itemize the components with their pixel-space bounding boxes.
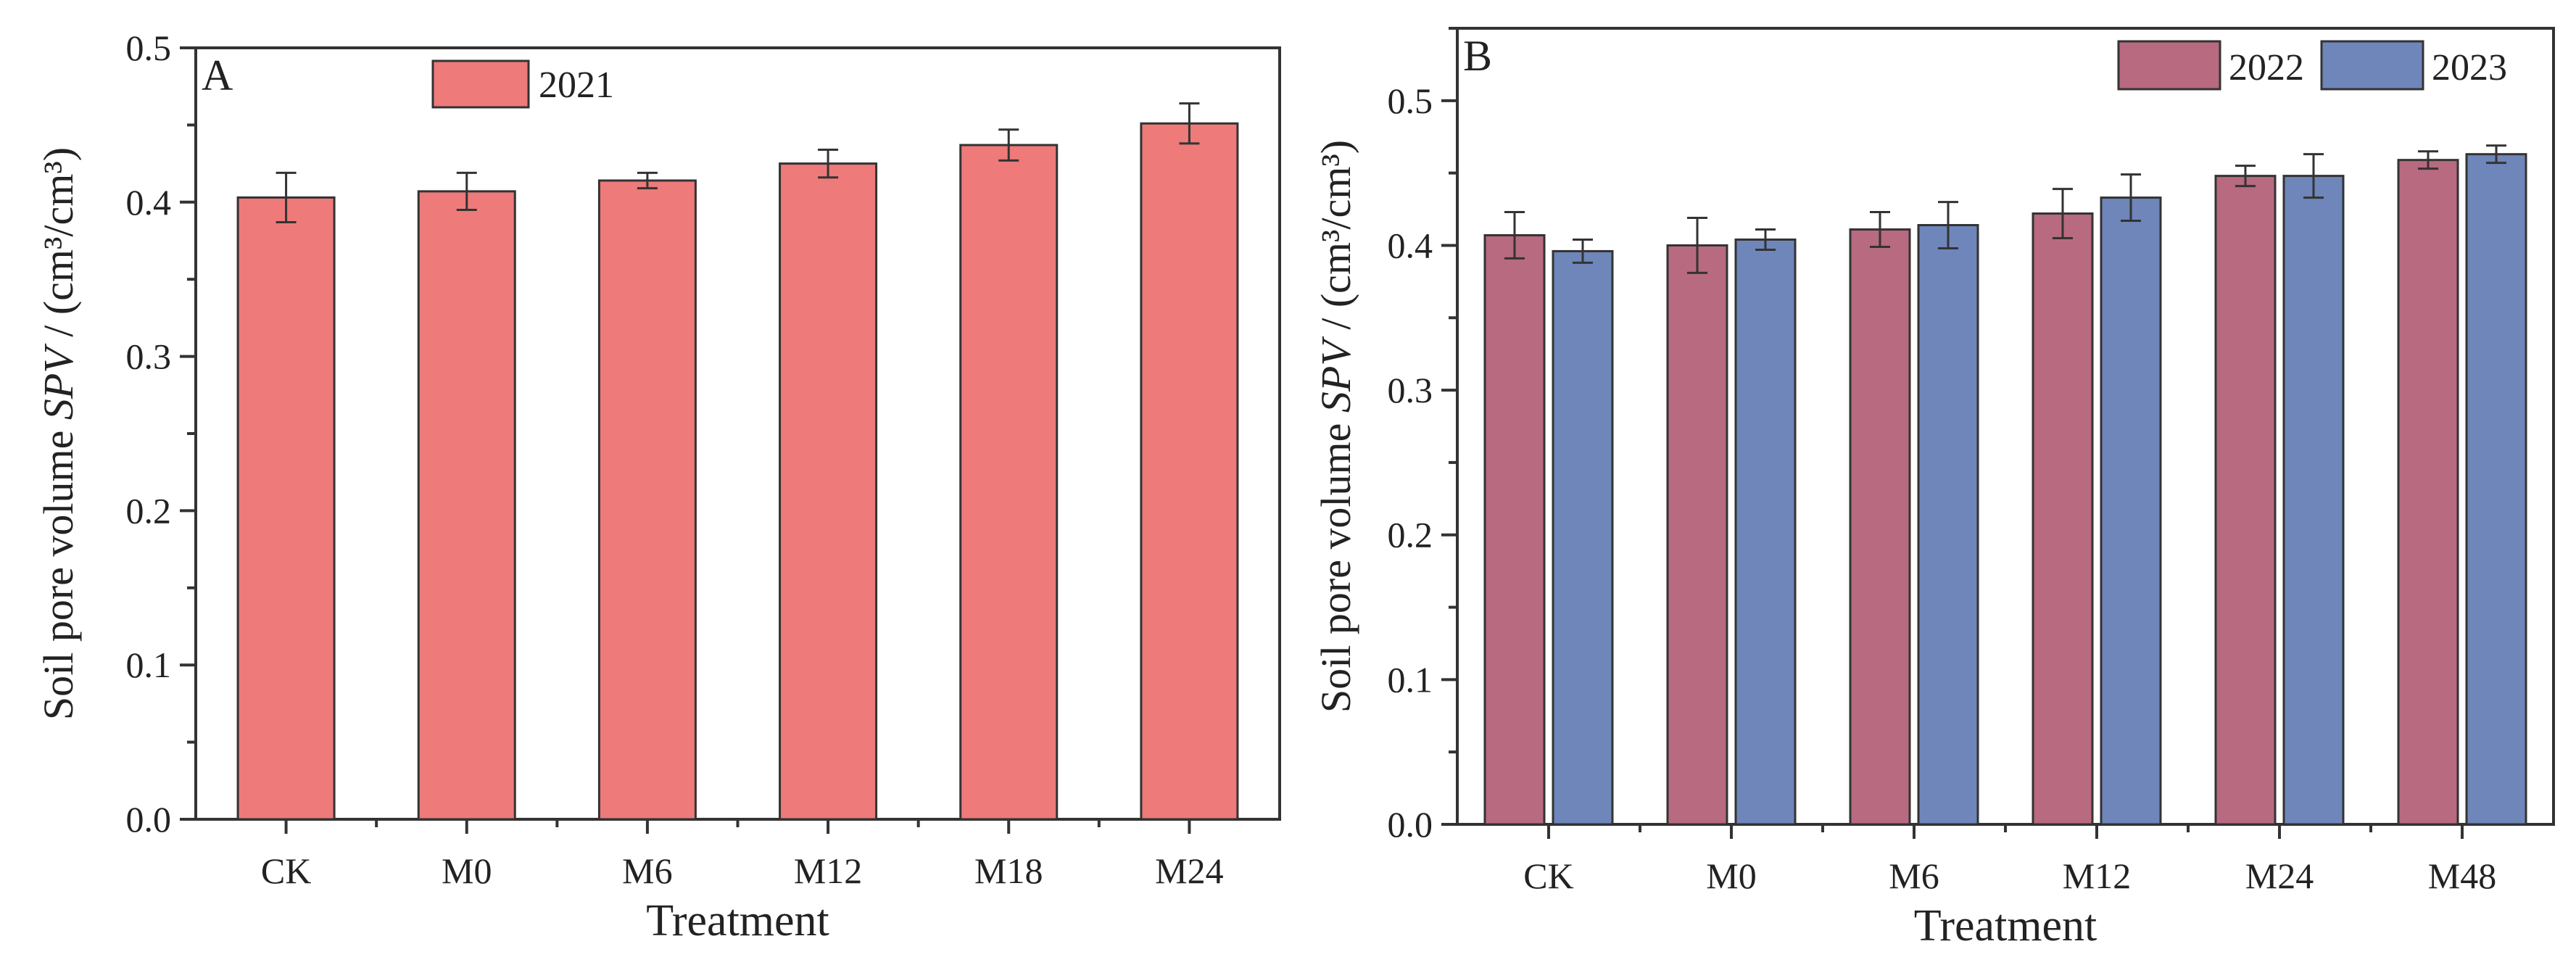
bar-2021-M6: [597, 179, 697, 821]
y-tick-label: 0.5: [1388, 80, 1433, 121]
chart-panel-a: 0.0 0.1 0.2 0.3 0.4 0.5 CK M0 M6 M12 M18 M24 A 2021 Tr…: [35, 28, 1281, 945]
bar-2022-M24: [2214, 175, 2277, 826]
y-tick-label: 0.0: [1388, 804, 1433, 845]
y-tick-label: 0.3: [1388, 370, 1433, 410]
y-axis-title-symbol: SPV: [1312, 336, 1359, 413]
x-tick-label: M6: [622, 850, 672, 891]
y-tick-label: 0.0: [126, 799, 172, 840]
y-tick-label: 0.4: [126, 182, 172, 223]
bar-2021-M12: [779, 162, 878, 821]
x-axis-title: Treatment: [1914, 901, 2097, 950]
y-tick-label: 0.1: [1388, 659, 1433, 700]
plot-frame: [194, 46, 1281, 821]
x-tick-label: M48: [2428, 856, 2496, 896]
x-tick-label: M18: [974, 850, 1043, 891]
y-tick-label: 0.1: [126, 645, 172, 685]
x-tick-label: M0: [442, 850, 492, 891]
x-tick-label: M24: [2245, 856, 2314, 896]
bar-2023-M12: [2100, 196, 2162, 826]
x-axis-title: Treatment: [646, 896, 829, 945]
legend-label-2022: 2022: [2229, 47, 2304, 88]
panel-label: B: [1463, 32, 1492, 80]
bar-2021-M24: [1140, 122, 1239, 821]
x-tick-label: M24: [1155, 850, 1223, 891]
y-axis-title-prefix: Soil pore volume: [35, 420, 82, 720]
x-tick-label: M12: [794, 850, 862, 891]
bar-2023-M0: [1734, 238, 1797, 826]
bar-2022-M48: [2397, 159, 2459, 826]
bar-2023-M24: [2282, 175, 2345, 826]
y-axis-title: Soil pore volume SPV / (cm³/cm³): [35, 147, 82, 720]
panel-label: A: [202, 51, 233, 99]
bar-2021-M0: [417, 190, 516, 821]
bar-2023-CK: [1552, 249, 1614, 826]
x-tick-label: M6: [1889, 856, 1939, 896]
x-tick-label: M12: [2063, 856, 2131, 896]
bar-2021-M18: [959, 144, 1059, 821]
x-tick-label: M0: [1706, 856, 1756, 896]
bar-2022-M12: [2032, 212, 2094, 826]
legend-label-2023: 2023: [2432, 47, 2507, 88]
y-axis-title-unit: / (cm³/cm³): [35, 147, 82, 347]
bar-2022-M0: [1666, 244, 1728, 826]
y-tick-label: 0.4: [1388, 225, 1433, 265]
y-tick-label: 0.2: [126, 490, 172, 531]
y-axis-title-unit: / (cm³/cm³): [1312, 140, 1359, 340]
legend-label-2021: 2021: [539, 65, 614, 106]
plot-frame: [1456, 27, 2555, 826]
y-tick-label: 0.5: [126, 28, 172, 68]
bar-2023-M6: [1917, 224, 1979, 826]
legend-swatch-2021: [431, 59, 530, 109]
y-tick-label: 0.2: [1388, 515, 1433, 555]
y-tick-label: 0.3: [126, 336, 172, 377]
y-axis-title-symbol: SPV: [35, 343, 82, 420]
x-tick-label: CK: [1523, 856, 1573, 896]
legend-swatch-2022: [2117, 40, 2221, 91]
y-axis-title-prefix: Soil pore volume: [1312, 413, 1359, 713]
legend-swatch-2023: [2320, 40, 2424, 91]
bar-2022-M6: [1849, 228, 1911, 826]
x-tick-label: CK: [261, 850, 311, 891]
bar-2023-M48: [2465, 153, 2527, 826]
bar-2021-CK: [236, 196, 336, 821]
bar-2022-CK: [1483, 233, 1546, 826]
chart-panel-b: 0.0 0.1 0.2 0.3 0.4 0.5 CK M0 M6 M12 M24 M48 B 2022 20…: [1312, 27, 2555, 950]
y-axis-title: Soil pore volume SPV / (cm³/cm³): [1312, 140, 1359, 713]
